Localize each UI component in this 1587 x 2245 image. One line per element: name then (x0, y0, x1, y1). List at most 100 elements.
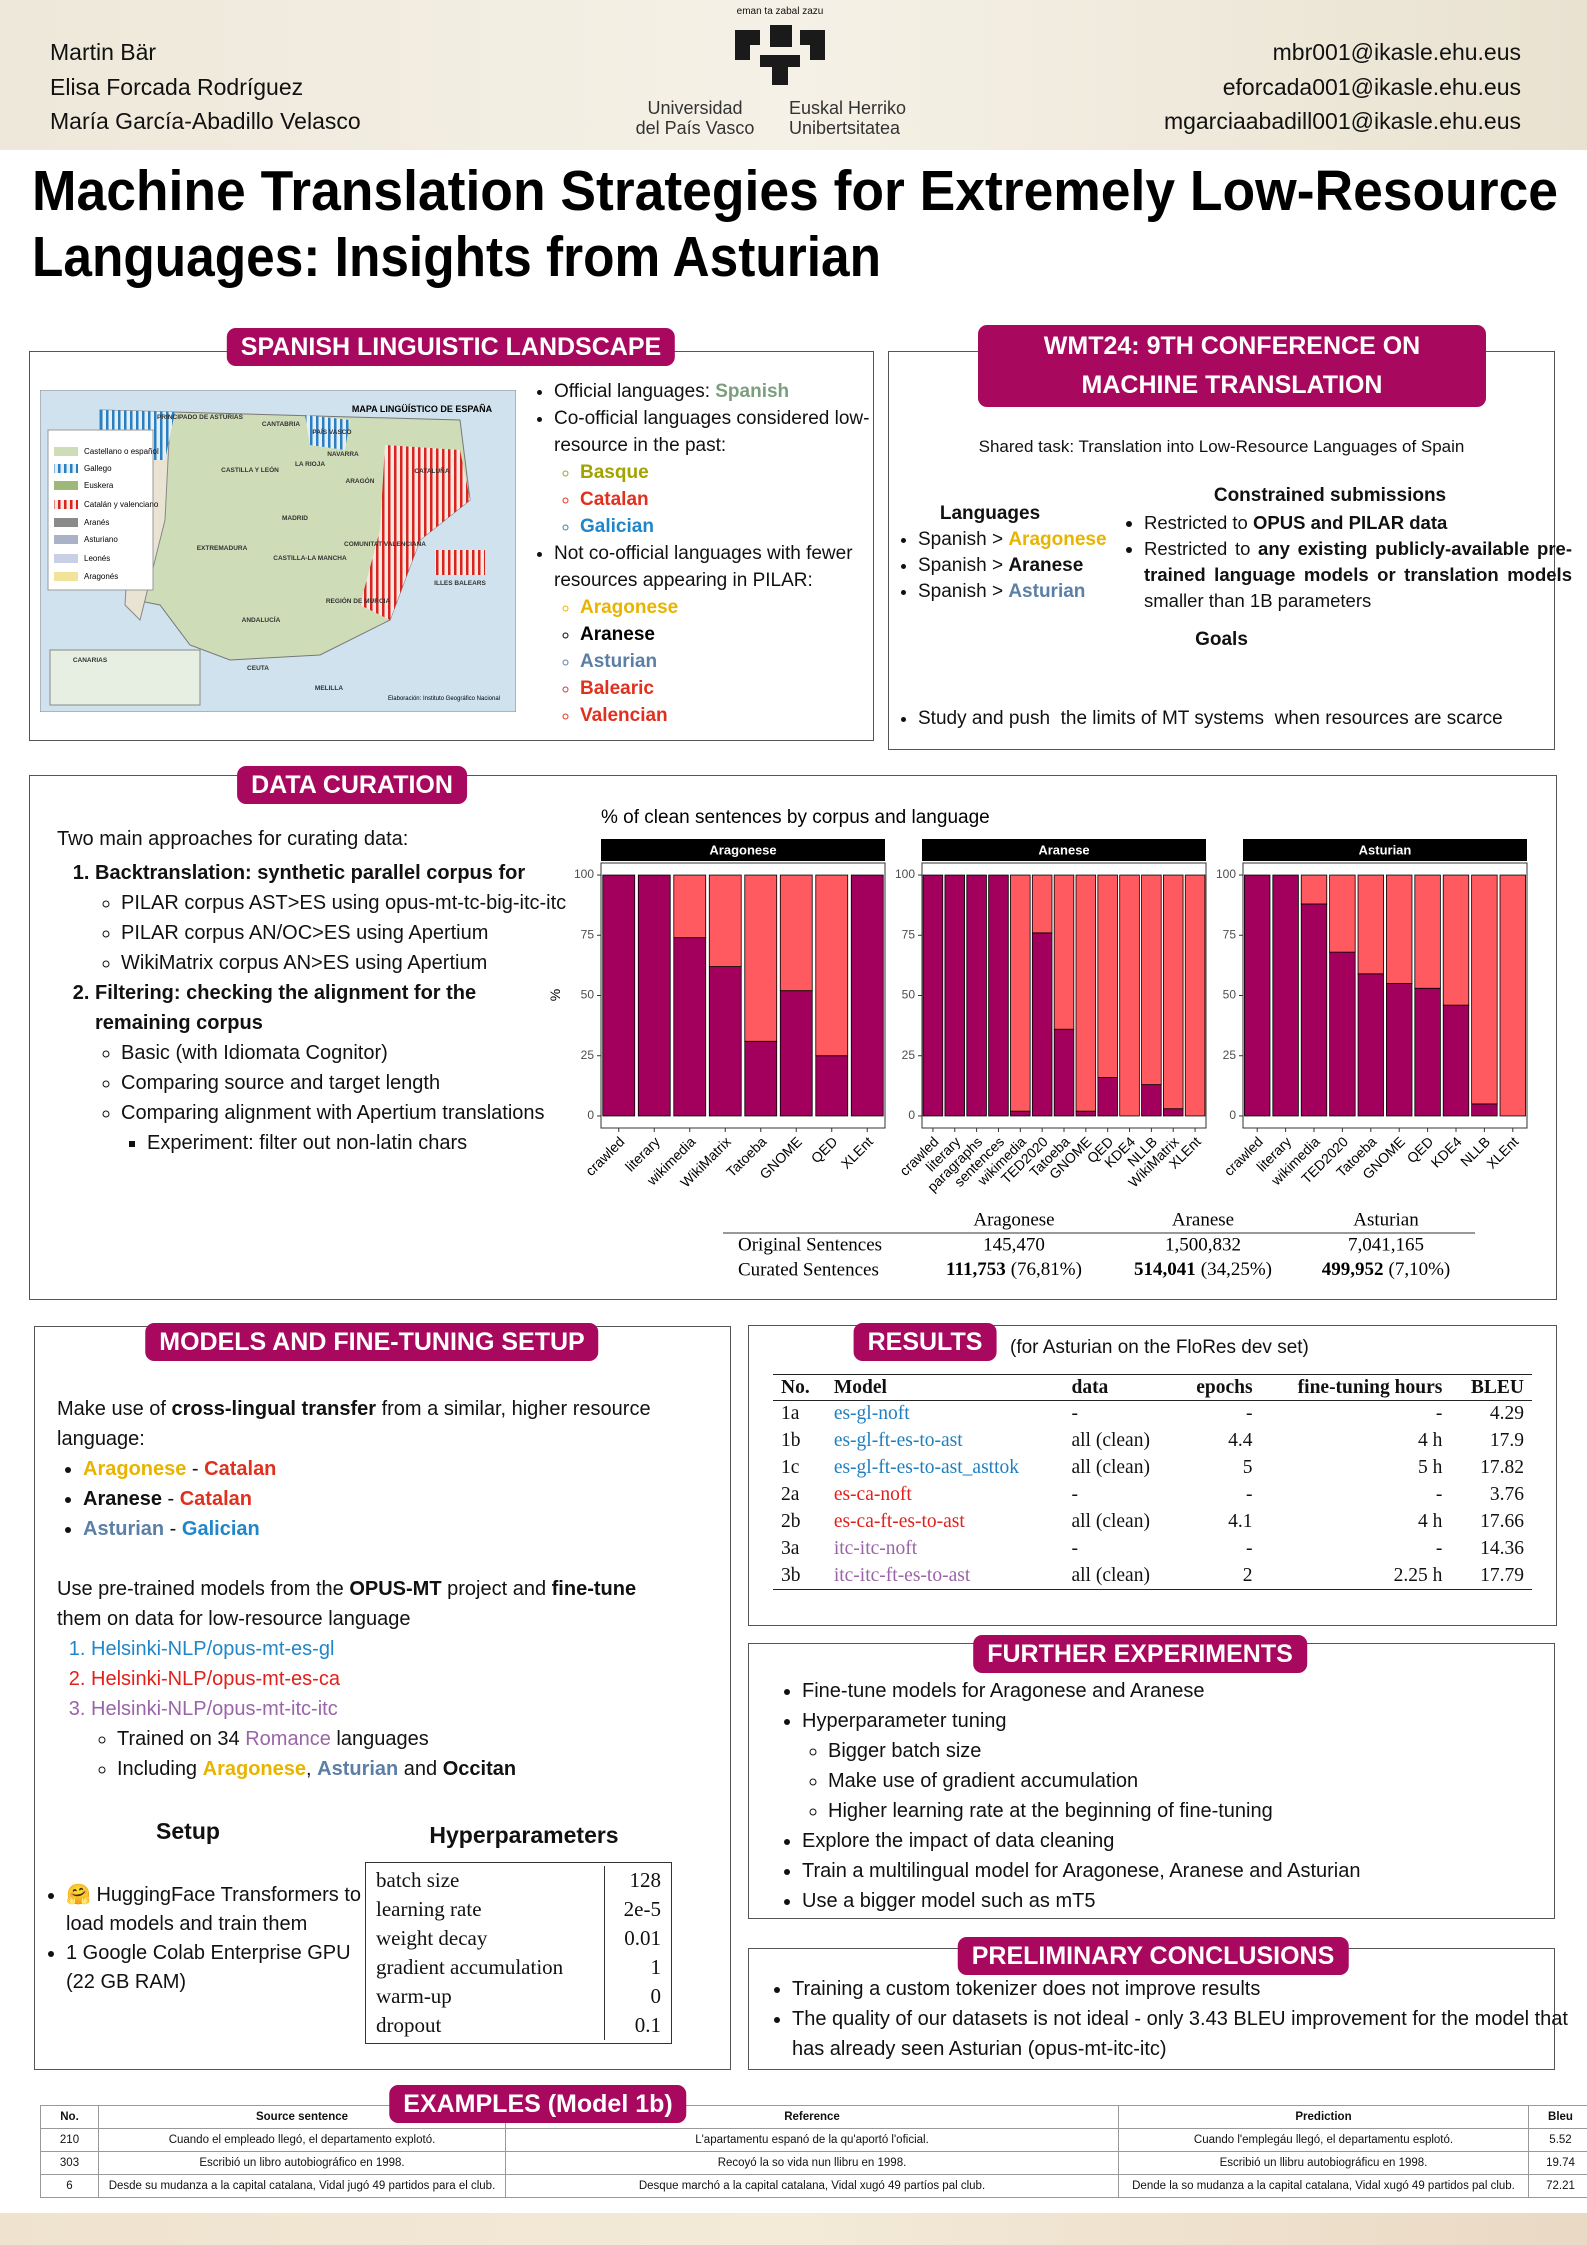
list-item: Official languages: Spanish (554, 378, 899, 405)
table-cell: 2b (781, 1511, 801, 1532)
text: Not co-official languages with fewer res… (554, 543, 853, 591)
language: Galician (181, 1518, 260, 1540)
list-item: Make use of gradient accumulation (828, 1766, 1562, 1796)
region-label: ARAGÓN (346, 476, 375, 485)
text: them on data for low-resource language (57, 1608, 411, 1630)
text: Spanish > (918, 581, 1009, 602)
table-row: 2a es-ca-noft - - - 3.76 (773, 1482, 1532, 1509)
table-cell: 2a (781, 1484, 800, 1505)
table-cell: 6 (40, 2174, 99, 2198)
section-heading: FURTHER EXPERIMENTS (973, 1635, 1307, 1673)
examples-table: No. Source sentence Reference Prediction Ble… (40, 2105, 1587, 2198)
table: batch size 128 learning rate 2e-5 weight dec… (366, 1866, 671, 2040)
region-label: COMUNITAT VALENCIANA (344, 541, 426, 548)
conclusions-list: Training a custom tokenizer does not imp… (766, 1974, 1572, 2064)
text: Spanish > (918, 555, 1009, 576)
sub-list: PILAR corpus AST>ES using opus-mt-tc-big… (95, 888, 575, 978)
legend-swatch (54, 518, 78, 527)
models-text: Make use of cross-lingual transfer from … (57, 1394, 657, 1784)
table-cell: - (1071, 1403, 1078, 1425)
text: any existing publicly-available pre-trai… (1144, 538, 1572, 585)
table-header-cell: No. (40, 2105, 99, 2129)
table-cell: 5.52 (1528, 2128, 1587, 2152)
list-item: Spanish > Aranese (918, 553, 1158, 579)
table-cell: 2 (1242, 1564, 1253, 1586)
text: Including (117, 1758, 203, 1780)
legend-swatch (54, 481, 78, 490)
model-name: Helsinki-NLP/opus-mt-itc-itc Trained on … (91, 1694, 657, 1784)
table-cell: warm-up (366, 1982, 606, 2011)
list-item: PILAR corpus AN/OC>ES using Apertium (121, 918, 575, 948)
language: Aragonese (1008, 529, 1107, 550)
university-line: Euskal Herriko (789, 98, 907, 118)
title-line: Languages: Insights from Asturian (32, 225, 881, 289)
sub-heading: Constrained submissions (1213, 485, 1447, 506)
list-item: Study and push the limits of MT systems … (918, 706, 1578, 732)
sub-list: Trained on 34 Romance languages Includin… (91, 1724, 657, 1784)
section-heading: MODELS AND FINE-TUNING SETUP (145, 1323, 599, 1361)
table-cell: 4.4 (1228, 1430, 1253, 1451)
table-cell: - (1435, 1484, 1443, 1505)
table-header-cell: No. (781, 1376, 810, 1398)
list-item: Aranese - Catalan (83, 1484, 657, 1514)
list-item: Backtranslation: synthetic parallel corp… (95, 858, 575, 978)
catalan-area (360, 445, 470, 620)
legend-label: Gallego (84, 464, 112, 473)
legend-swatch (54, 554, 78, 563)
model-name: Helsinki-NLP/opus-mt-es-gl (91, 1634, 657, 1664)
further-box (748, 1643, 1555, 1919)
text: and (398, 1758, 443, 1780)
list-item: Train a multilingual model for Aragonese… (802, 1856, 1562, 1886)
table-cell: Cuando l'emplegáu llegó, el departamentu… (1118, 2128, 1529, 2152)
table-cell: 128 (629, 1868, 662, 1892)
sub-heading: Goals (1195, 629, 1248, 650)
table-cell: es-gl-ft-es-to-ast (833, 1430, 963, 1451)
table-cell: - (1246, 1538, 1253, 1559)
curation-intro: Two main approaches for curating data: (57, 828, 409, 850)
text: Official languages: (554, 381, 716, 402)
sub-heading: Hyperparameters (429, 1822, 619, 1848)
list-item: Explore the impact of data cleaning (802, 1826, 1562, 1856)
emails: mbr001@ikasle.ehu.eus eforcada001@ikasle… (1164, 35, 1521, 139)
text: Restricted to (1144, 512, 1253, 533)
list-item: WikiMatrix corpus AN>ES using Apertium (121, 948, 575, 978)
list-item: Not co-official languages with fewer res… (554, 540, 899, 729)
table-row: 303 Escribió un libro autobiográfico en 1… (40, 2151, 1587, 2175)
table-row: 1c es-gl-ft-es-to-ast_asttok all (clean) 5 5… (773, 1455, 1532, 1482)
list-item: Spanish > Aragonese (918, 527, 1158, 553)
language: Aragonese (202, 1758, 306, 1780)
email: eforcada001@ikasle.ehu.eus (1222, 73, 1521, 100)
header-band (0, 0, 1587, 150)
region-label: CATALUÑA (414, 466, 449, 475)
table-header-cell: Prediction (1118, 2105, 1529, 2129)
text: Filtering: checking the alignment for th… (95, 982, 477, 1034)
region-label: LA RIOJA (295, 461, 325, 468)
models-list: Helsinki-NLP/opus-mt-es-gl Helsinki-NLP/… (57, 1634, 657, 1784)
table-cell: 5 (1242, 1457, 1253, 1478)
table-cell: Escribió un libro autobiográfico en 1998… (98, 2151, 506, 2175)
language: Aranese (1008, 555, 1084, 576)
table-cell: 17.79 (1480, 1564, 1524, 1586)
table-row: warm-up 0 (366, 1982, 671, 2011)
university-es: Universidad del País Vasco (620, 98, 770, 138)
region-label: PRINCIPADO DE ASTURIAS (157, 414, 244, 421)
sub-list: Basic (with Idiomata Cognitor) Comparing… (95, 1038, 575, 1158)
sub-list: Bigger batch size Make use of gradient a… (802, 1736, 1562, 1826)
table-cell: 0.1 (634, 2013, 661, 2037)
region-label: CEUTA (247, 665, 269, 672)
list-item: Comparing alignment with Apertium transl… (121, 1098, 575, 1158)
table-cell: 5 h (1417, 1457, 1443, 1478)
map: MAPA LINGÜÍSTICO DE ESPAÑA Castellano o … (40, 390, 516, 712)
table-cell: Escribió un llibru autobiográficu en 199… (1118, 2151, 1529, 2175)
list-item: Experiment: filter out non-latin chars (147, 1128, 575, 1158)
language: Catalan (179, 1488, 252, 1510)
list-item: Spanish > Asturian (918, 579, 1158, 605)
text: fine-tune (551, 1578, 637, 1600)
table-header-row: No. Model data epochs fine-tuning hours BLEU (773, 1375, 1532, 1401)
table-row: learning rate 2e-5 (366, 1895, 671, 1924)
legend-label: Leonés (84, 554, 110, 563)
text: Hyperparameter tuning (802, 1710, 1007, 1732)
shared-task: Shared task: Translation into Low-Resour… (978, 437, 1465, 456)
table-cell: weight decay (366, 1924, 606, 1953)
